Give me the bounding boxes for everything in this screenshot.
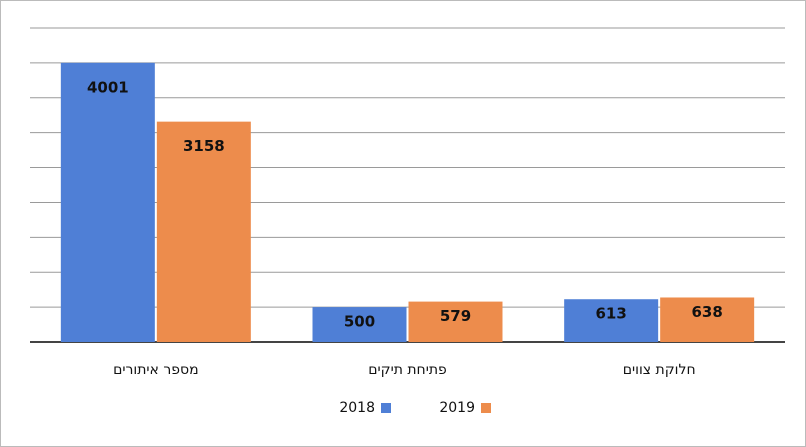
legend-swatch xyxy=(481,403,491,413)
bar xyxy=(408,301,503,342)
bar xyxy=(156,121,251,342)
x-tick-label: פתיחת תיקים xyxy=(368,362,447,378)
legend-label: 2018 xyxy=(339,400,375,416)
value-label: 579 xyxy=(440,307,471,325)
value-label: 3158 xyxy=(183,137,225,155)
x-tick-label: חלוקת צווים xyxy=(623,362,696,378)
value-label: 638 xyxy=(692,303,723,321)
bar xyxy=(660,297,755,342)
x-tick-label: מספר איתורים xyxy=(113,362,199,378)
bar xyxy=(312,307,407,342)
bar xyxy=(60,62,155,342)
legend-swatch xyxy=(381,403,391,413)
value-label: 4001 xyxy=(87,78,129,96)
legend-label: 2019 xyxy=(439,400,475,416)
value-label: 613 xyxy=(596,305,627,323)
value-label: 500 xyxy=(344,313,375,331)
bar xyxy=(564,299,659,342)
